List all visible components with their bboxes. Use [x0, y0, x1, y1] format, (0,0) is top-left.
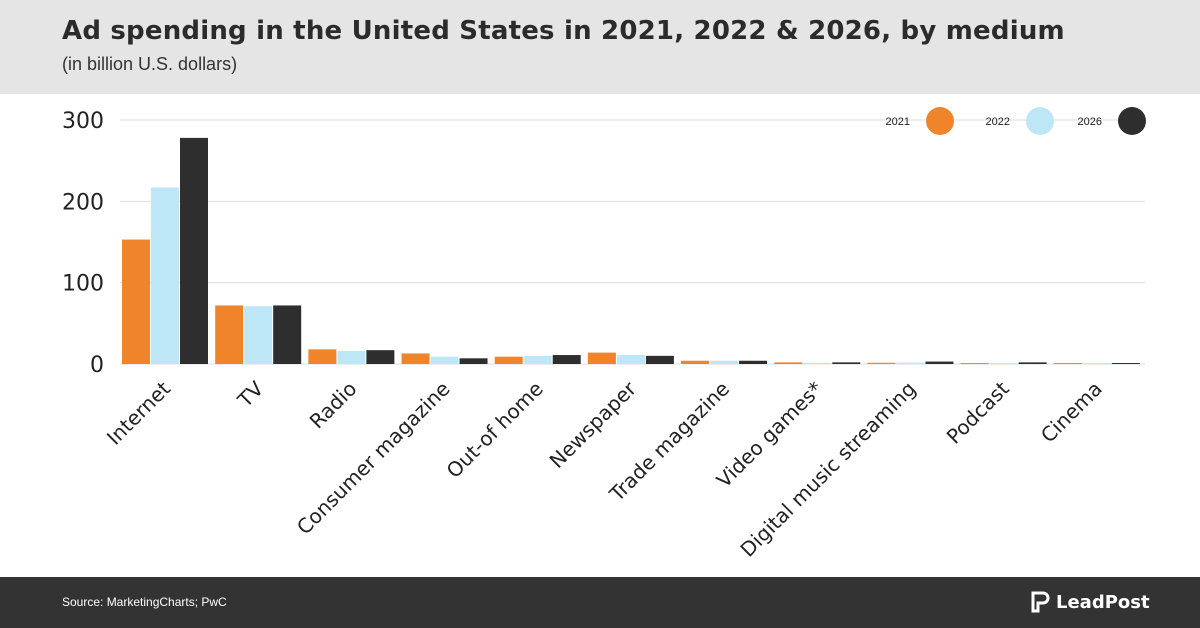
bar-2021-out-of-home — [494, 356, 523, 364]
bar-2021-digital-music-streaming — [867, 362, 896, 364]
legend-label: 2026 — [1078, 116, 1102, 128]
x-category-label: TV — [232, 376, 268, 412]
chart-title: Ad spending in the United States in 2021… — [62, 16, 1065, 46]
bar-2022-video-games- — [803, 362, 832, 364]
bar-2026-podcast — [1018, 362, 1047, 364]
bar-2021-trade-magazine — [681, 360, 710, 364]
x-category-label: Consumer magazine — [292, 377, 455, 540]
bar-2026-cinema — [1111, 363, 1140, 364]
bar-2026-tv — [273, 305, 302, 364]
y-tick-label: 300 — [62, 109, 104, 134]
bar-2022-radio — [337, 350, 366, 364]
bar-2021-podcast — [960, 363, 989, 364]
bar-2022-digital-music-streaming — [896, 362, 925, 364]
bar-2021-video-games- — [774, 362, 803, 364]
bar-2026-radio — [366, 350, 395, 364]
bar-2026-consumer-magazine — [459, 358, 488, 364]
bar-2021-consumer-magazine — [401, 353, 430, 364]
bar-2026-video-games- — [832, 362, 861, 364]
x-category-label: Out-of home — [442, 377, 548, 483]
footer: Source: MarketingCharts; PwC LeadPost — [0, 577, 1200, 628]
x-category-label: Podcast — [942, 376, 1014, 448]
y-tick-label: 100 — [62, 272, 104, 297]
legend-label: 2022 — [986, 116, 1010, 128]
x-category-label: Newspaper — [545, 376, 642, 473]
chart-header: Ad spending in the United States in 2021… — [0, 0, 1200, 94]
bar-2021-newspaper — [587, 352, 616, 364]
bar-2026-digital-music-streaming — [925, 361, 954, 364]
bar-2026-out-of-home — [552, 355, 581, 364]
x-category-label: Digital music streaming — [735, 377, 920, 562]
bar-2021-radio — [308, 349, 337, 364]
bar-2022-tv — [244, 306, 273, 364]
legend-swatch — [926, 107, 954, 135]
bar-2022-internet — [151, 187, 179, 364]
bar-2026-newspaper — [645, 355, 674, 364]
bar-2022-out-of-home — [523, 355, 552, 364]
brand-name: LeadPost — [1056, 591, 1150, 613]
y-tick-label: 200 — [62, 190, 104, 215]
legend-swatch — [1118, 107, 1146, 135]
brand: LeadPost — [1030, 588, 1150, 616]
leadpost-logo-icon — [1031, 591, 1050, 613]
legend-swatch — [1026, 107, 1054, 135]
bar-2021-cinema — [1053, 363, 1082, 364]
chart-subtitle: (in billion U.S. dollars) — [62, 54, 238, 74]
y-tick-label: 0 — [90, 353, 104, 378]
bar-2022-newspaper — [616, 355, 645, 364]
bar-2022-cinema — [1082, 363, 1111, 364]
bar-2022-trade-magazine — [710, 360, 739, 364]
bar-2022-podcast — [989, 363, 1018, 364]
bar-2026-internet — [180, 137, 208, 364]
bar-2026-trade-magazine — [739, 360, 768, 364]
legend-label: 2021 — [886, 116, 910, 128]
bar-2022-consumer-magazine — [430, 356, 459, 364]
x-category-label: Radio — [305, 377, 362, 434]
bar-2021-tv — [215, 305, 244, 364]
bar-2021-internet — [122, 239, 150, 364]
x-category-label: Internet — [102, 376, 175, 449]
source-text: Source: MarketingCharts; PwC — [62, 595, 227, 609]
x-category-label: Cinema — [1036, 377, 1107, 448]
